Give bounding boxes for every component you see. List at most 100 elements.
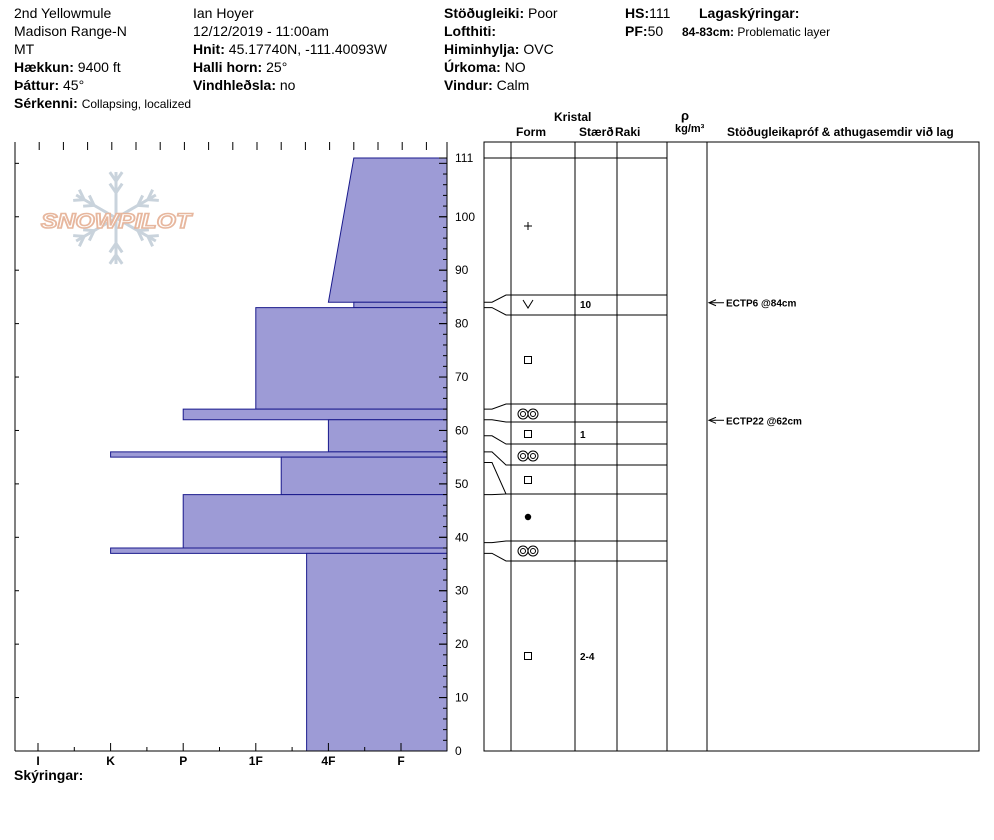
elevation-value: 9400 ft (77, 59, 121, 75)
hardness-tick-label: 1F (249, 754, 263, 768)
snowflake-branch (73, 198, 85, 202)
snowflake-branch (87, 194, 96, 206)
precip-label: Úrkoma: (444, 59, 501, 75)
height-tick-label: 90 (455, 263, 469, 277)
layer-notes: Lagaskýringar: (699, 4, 799, 22)
wind-loading-value: no (279, 77, 296, 93)
wind-label: Vindur: (444, 77, 493, 93)
crystal-size-label: 1 (580, 430, 586, 441)
coords-value: 45.17740N, -111.40093W (228, 41, 388, 57)
hardness-layer (306, 552, 448, 752)
snowflake-branch (78, 235, 86, 247)
height-tick-label: 30 (455, 584, 469, 598)
outer-ring (527, 408, 539, 420)
moisture-header: Raki (615, 125, 641, 139)
layer-grid-frame (483, 141, 980, 752)
layer-note-text: Problematic layer (737, 25, 831, 39)
layer-boundary-connector (484, 419, 511, 423)
snowflake-branch (114, 242, 124, 254)
snowflake-branch (136, 230, 145, 242)
hardness-tick-label: I (36, 754, 39, 768)
wind-row: Vindur: Calm (444, 76, 558, 94)
snowflake-branch (114, 182, 124, 194)
height-tick-label: 111 (455, 151, 474, 165)
hardness-tick-label: K (106, 754, 115, 768)
conditions-info: Stöðugleiki: Poor Lofthiti: Himinhylja: … (444, 4, 558, 94)
outer-ring (517, 408, 529, 420)
hardness-layer (182, 494, 448, 549)
aspect-label: Þáttur: (14, 77, 60, 93)
crystal-header: Kristal (554, 110, 592, 124)
precip-value: NO (504, 59, 526, 75)
square-stroke (524, 430, 532, 438)
crystal-precipitation-plus-icon (524, 222, 532, 230)
layer-boundary-connector (484, 540, 511, 544)
snowflake-branch (87, 230, 96, 242)
size-header: Stærð (579, 125, 614, 139)
hardness-layer (182, 408, 448, 421)
snowflake-branch (108, 253, 118, 265)
hs-label: HS: (625, 5, 650, 21)
snowflake-branch (108, 182, 118, 194)
coords-label: Hnit: (193, 41, 225, 57)
outer-ring (527, 545, 539, 557)
legend: Skýringar: (14, 766, 83, 784)
sky-row: Himinhylja: OVC (444, 40, 558, 58)
inner-ring (530, 411, 536, 417)
height-tick-label: 80 (455, 317, 469, 331)
height-tick-label: 40 (455, 530, 469, 544)
observer-info: Ian Hoyer 12/12/2019 - 11:00am Hnit: 45.… (193, 4, 387, 94)
snowpilot-logo: SNOWPILOT (40, 171, 194, 265)
hardness-layer (327, 419, 448, 453)
coords-row: Hnit: 45.17740N, -111.40093W (193, 40, 387, 58)
snowflake-branch (73, 234, 85, 238)
square-stroke (524, 652, 532, 660)
crystal-size-label: 2-4 (580, 652, 595, 663)
inner-ring (530, 548, 536, 554)
hs-value: 111 (649, 5, 671, 21)
v-stroke (522, 299, 534, 309)
sky-value: OVC (523, 41, 554, 57)
aspect-row: Þáttur: 45° (14, 76, 191, 94)
elevation-row: Hækkun: 9400 ft (14, 58, 191, 76)
range-name: Madison Range-N (14, 23, 127, 39)
form-header: Form (516, 125, 546, 139)
stability-label: Stöðugleiki: (444, 5, 525, 21)
air-temp-label: Lofthiti: (444, 23, 497, 39)
snowflake-branch (147, 234, 159, 238)
height-tick-label: 70 (455, 370, 469, 384)
hardness-layer (280, 456, 448, 496)
crystal-faceted-square-icon (524, 356, 532, 364)
observer-name: Ian Hoyer (193, 5, 254, 21)
inner-ring (520, 411, 526, 417)
height-tick-label: 100 (455, 210, 475, 224)
snowflake-branch (108, 242, 118, 254)
snowflake-branch (147, 198, 159, 202)
snowflake-branch (146, 235, 154, 247)
state-name: MT (14, 41, 35, 57)
crystal-depth-hoar-double-icon (517, 408, 539, 420)
layer-boundary-connector (484, 493, 511, 496)
pf-row: PF:50 (625, 22, 670, 40)
outer-ring (517, 450, 529, 462)
sky-label: Himinhylja: (444, 41, 520, 57)
pf-value: 50 (647, 23, 664, 39)
outer-ring (517, 545, 529, 557)
observation-datetime: 12/12/2019 - 11:00am (193, 23, 329, 39)
hardness-layer (110, 451, 448, 458)
layer-boundary-connector (484, 307, 511, 316)
square-stroke (524, 356, 532, 364)
wind-loading-row: Vindhleðsla: no (193, 76, 387, 94)
height-tick-label: 60 (455, 423, 469, 437)
test-label: ECTP6 @84cm (726, 299, 796, 310)
snowflake-branch (78, 189, 86, 201)
crystal-faceted-square-icon (524, 652, 532, 660)
site-info: 2nd Yellowmule Madison Range-N MT Hækkun… (14, 4, 191, 113)
layer-boundary-connector (484, 403, 511, 410)
hardness-tick-label: P (179, 754, 187, 768)
hardness-tick-label: F (397, 754, 404, 768)
depth-info: HS:111 PF:50 (625, 4, 670, 40)
hs-row: HS:111 (625, 4, 670, 22)
layer-boundary-connector (484, 462, 511, 495)
